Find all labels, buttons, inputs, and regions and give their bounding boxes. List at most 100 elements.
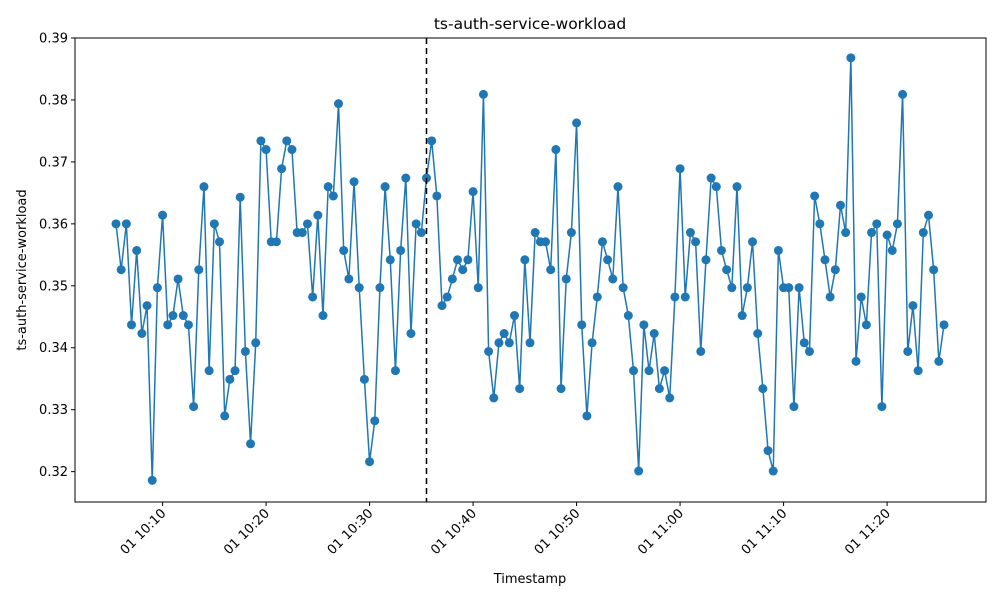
y-axis-title: ts-auth-service-workload (15, 189, 30, 350)
y-tick-label: 0.37 (39, 155, 68, 170)
data-point (246, 439, 256, 449)
data-point (799, 338, 809, 348)
data-point (256, 136, 266, 146)
x-tick-label: 01 11:10 (739, 506, 791, 558)
data-point (375, 283, 385, 293)
data-point (447, 274, 457, 284)
data-point (282, 136, 292, 146)
x-tick-label: 01 10:10 (118, 506, 170, 558)
data-point (142, 301, 152, 311)
data-point (354, 283, 364, 293)
y-tick-label: 0.36 (39, 217, 68, 232)
data-point (427, 136, 437, 146)
data-point (618, 283, 628, 293)
data-point (504, 338, 514, 348)
data-point (194, 265, 204, 275)
data-point (370, 416, 380, 426)
data-point (328, 191, 338, 201)
data-point (183, 320, 193, 330)
series-line (115, 57, 945, 482)
data-point (111, 219, 121, 229)
data-point (468, 187, 478, 197)
x-tick-label: 01 11:00 (635, 506, 687, 558)
data-point (520, 255, 530, 265)
data-point (939, 320, 949, 330)
y-tick-label: 0.39 (39, 32, 68, 47)
data-point (209, 219, 219, 229)
data-point (923, 210, 933, 220)
y-tick-label: 0.32 (39, 465, 68, 480)
data-point (215, 237, 224, 247)
data-point (634, 466, 644, 476)
data-point (390, 366, 400, 376)
data-point (432, 191, 442, 201)
data-point (121, 219, 131, 229)
data-point (204, 366, 214, 376)
data-point (623, 311, 633, 321)
data-point (748, 237, 758, 247)
data-point (313, 210, 323, 220)
data-point (277, 164, 287, 174)
data-point (675, 164, 685, 174)
x-axis-title: Timestamp (493, 572, 567, 587)
data-point (173, 274, 183, 284)
data-point (541, 237, 551, 247)
data-point (132, 245, 142, 255)
data-point (178, 311, 188, 321)
x-tick-label: 01 10:50 (532, 506, 584, 558)
data-point (918, 228, 928, 238)
data-point (349, 177, 359, 187)
data-point (815, 219, 825, 229)
data-point (665, 393, 675, 403)
data-point (794, 283, 804, 293)
data-point (199, 182, 209, 192)
data-point (629, 366, 638, 376)
data-point (442, 292, 452, 302)
data-point (566, 228, 576, 238)
data-point (499, 329, 509, 338)
data-point (437, 301, 447, 311)
data-point (820, 255, 830, 265)
data-point (587, 338, 597, 348)
data-point (597, 237, 607, 247)
data-point (494, 338, 504, 348)
data-point (810, 191, 820, 201)
y-tick-label: 0.33 (39, 403, 68, 418)
data-point (846, 53, 856, 63)
data-point (380, 182, 390, 192)
x-tick-label: 01 10:30 (325, 506, 377, 558)
data-point (396, 245, 406, 255)
data-point (152, 283, 162, 293)
data-point (189, 402, 199, 412)
data-point (696, 346, 706, 356)
data-point (458, 265, 468, 275)
data-point (572, 118, 582, 128)
data-point (463, 255, 473, 265)
data-point (220, 411, 230, 421)
data-point (603, 255, 613, 265)
data-point (582, 411, 592, 421)
data-point (261, 145, 271, 155)
data-point (851, 356, 861, 366)
data-point (804, 346, 814, 356)
data-point (882, 230, 892, 240)
data-point (789, 402, 799, 412)
data-point (365, 457, 375, 467)
chart-title: ts-auth-service-workload (434, 15, 626, 33)
data-point (836, 200, 845, 210)
data-point (344, 274, 354, 284)
data-point (240, 346, 250, 356)
data-point (411, 219, 421, 229)
data-point (127, 320, 137, 330)
data-point (706, 173, 716, 183)
data-point (887, 245, 897, 255)
data-point (385, 255, 395, 265)
data-point (561, 274, 571, 284)
data-point (716, 245, 726, 255)
data-point (323, 182, 333, 192)
data-point (691, 237, 701, 247)
data-point (613, 182, 623, 192)
data-point (271, 237, 281, 247)
data-point (318, 311, 328, 321)
